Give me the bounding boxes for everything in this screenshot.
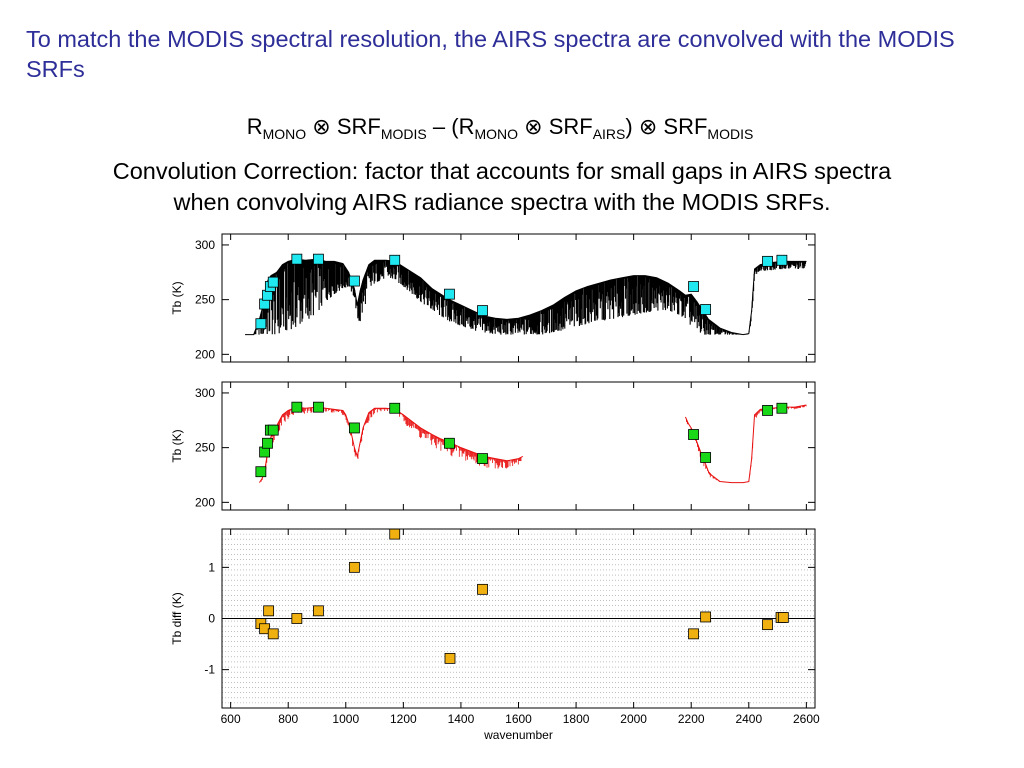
band-marker xyxy=(267,276,279,288)
chart-panel-2: 200 250 300 Tb (K) xyxy=(170,381,816,511)
x-tick-label: 2000 xyxy=(620,712,647,726)
band-marker xyxy=(444,437,455,449)
band-marker xyxy=(262,437,273,449)
data-point xyxy=(263,605,275,617)
spectrum-line xyxy=(685,404,807,484)
x-tick-label: 1400 xyxy=(448,712,475,726)
spectrum-absorption-lines xyxy=(253,259,807,335)
x-tick-label: 1200 xyxy=(390,712,417,726)
x-tick-label: 1000 xyxy=(332,712,359,726)
formula-otimes-1: ⊗ xyxy=(312,114,331,139)
x-axis-label: wavenumber xyxy=(483,728,553,742)
x-tick-label: 2600 xyxy=(793,712,820,726)
note-line-1: Convolution Correction: factor that acco… xyxy=(112,158,892,184)
x-tick-label: 2400 xyxy=(735,712,762,726)
band-marker xyxy=(291,401,303,413)
band-marker xyxy=(255,318,267,330)
y-tick-label: -1 xyxy=(204,663,215,677)
y-axis-label: Tb (K) xyxy=(170,281,184,314)
band-marker xyxy=(477,453,488,464)
y-tick-label: 1 xyxy=(208,560,215,574)
band-marker xyxy=(688,429,699,440)
formula-open-paren: ( xyxy=(451,114,459,139)
formula-srf-2: SRF xyxy=(548,114,593,139)
spectrum-absorption-lines xyxy=(259,407,523,482)
data-point xyxy=(291,613,303,624)
y-tick-label: 250 xyxy=(195,293,215,307)
band-marker xyxy=(700,452,712,463)
band-marker xyxy=(255,466,267,478)
band-marker xyxy=(349,422,360,434)
y-tick-label: 300 xyxy=(195,238,215,252)
band-marker xyxy=(389,254,401,266)
data-point xyxy=(444,652,456,664)
band-marker xyxy=(291,253,303,265)
formula-modis-subscript-1: MODIS xyxy=(380,126,427,142)
y-tick-label: 250 xyxy=(195,441,215,455)
data-point xyxy=(762,619,773,631)
spectrum-line xyxy=(259,406,524,483)
formula-r: R xyxy=(246,114,263,139)
band-marker xyxy=(313,253,324,265)
band-marker xyxy=(313,401,324,413)
formula-mono-subscript: MONO xyxy=(262,126,307,142)
data-point xyxy=(477,583,488,595)
note-line-2: when convolving AIRS radiance spectra wi… xyxy=(173,189,831,215)
x-tick-label: 800 xyxy=(278,712,298,726)
band-marker xyxy=(762,255,773,267)
formula-minus: – xyxy=(432,114,446,139)
convolution-correction-note: Convolution Correction: factor that acco… xyxy=(0,156,1004,218)
data-point xyxy=(267,628,279,640)
data-point xyxy=(313,605,324,617)
formula-airs-subscript: AIRS xyxy=(592,126,626,142)
band-marker xyxy=(267,424,279,436)
band-marker xyxy=(389,402,401,414)
y-tick-label: 200 xyxy=(195,495,215,509)
band-marker xyxy=(776,402,788,414)
formula-modis-subscript-2: MODIS xyxy=(707,126,754,142)
x-tick-label: 2200 xyxy=(678,712,705,726)
formula-r-2: R xyxy=(458,114,475,139)
band-marker xyxy=(349,275,360,287)
x-tick-label: 600 xyxy=(221,712,241,726)
data-point xyxy=(349,561,360,573)
formula-close-paren: ) xyxy=(625,114,633,139)
convolution-formula: RMONO ⊗ SRFMODIS – (RMONO ⊗ SRFAIRS) ⊗ S… xyxy=(0,114,1000,142)
chart-panel-1: 200 250 300 Tb (K) xyxy=(170,233,816,363)
x-tick-label: 1800 xyxy=(563,712,590,726)
formula-srf-3: SRF xyxy=(663,114,708,139)
band-marker xyxy=(477,305,488,316)
data-point xyxy=(700,611,712,623)
data-point xyxy=(688,628,699,640)
y-axis-label: Tb (K) xyxy=(170,429,184,462)
y-tick-label: 300 xyxy=(195,386,215,400)
intro-text: To match the MODIS spectral resolution, … xyxy=(26,26,955,82)
formula-srf-1: SRF xyxy=(336,114,381,139)
data-point xyxy=(777,612,789,623)
y-tick-label: 0 xyxy=(208,612,215,626)
plot-frame xyxy=(221,381,816,511)
band-marker xyxy=(762,405,773,416)
band-marker xyxy=(444,288,455,300)
band-marker xyxy=(688,281,699,292)
formula-otimes-3: ⊗ xyxy=(638,114,658,139)
band-marker xyxy=(776,254,788,266)
formula-otimes-2: ⊗ xyxy=(524,114,543,139)
spectrum-absorption-lines xyxy=(685,405,807,483)
formula-mono-subscript-2: MONO xyxy=(474,126,519,142)
data-point xyxy=(389,528,401,540)
band-marker xyxy=(700,304,712,315)
y-axis-label: Tb diff (K) xyxy=(170,592,184,644)
x-tick-label: 1600 xyxy=(505,712,532,726)
y-tick-label: 200 xyxy=(195,347,215,361)
